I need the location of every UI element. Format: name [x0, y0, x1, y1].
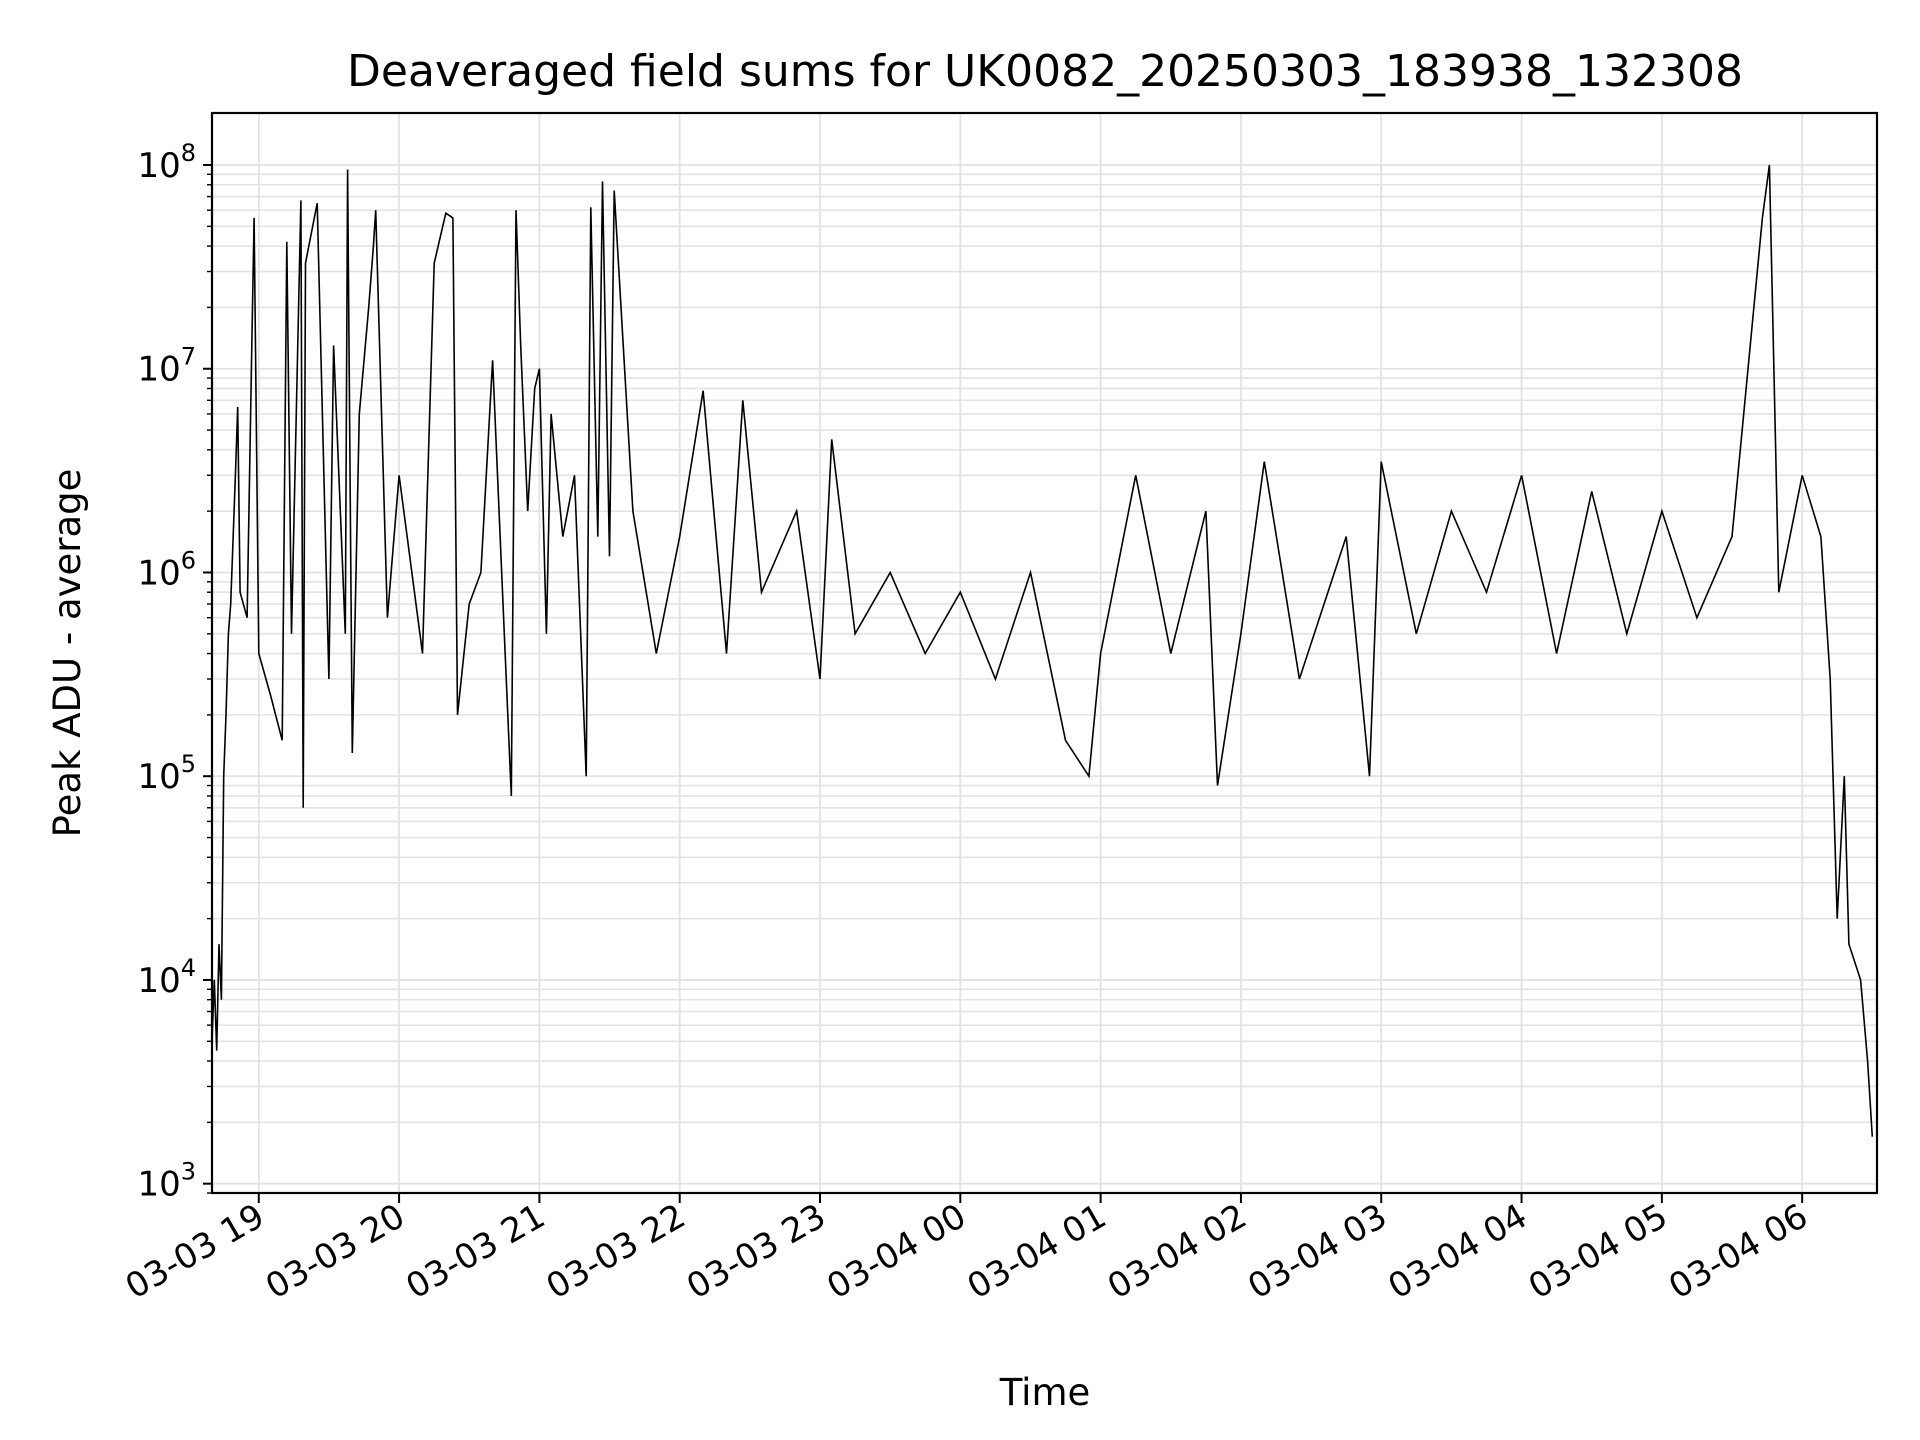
- y-tick-label: 103: [137, 1158, 196, 1205]
- series-layer: [211, 164, 1874, 1137]
- y-axis-label: Peak ADU - average: [46, 469, 89, 838]
- chart-title: Deaveraged field sums for UK0082_2025030…: [347, 46, 1743, 97]
- series-line: [211, 164, 1874, 1137]
- y-tick-label: 108: [137, 139, 196, 186]
- y-tick-label: 107: [137, 343, 196, 390]
- x-axis-label: Time: [999, 1371, 1091, 1414]
- y-tick-label: 106: [137, 546, 196, 593]
- grid: [212, 113, 1877, 1194]
- y-tick-label: 104: [137, 954, 196, 1001]
- y-axis: 103 104 105 106 107 108: [137, 139, 212, 1205]
- y-tick-label: 105: [137, 750, 196, 797]
